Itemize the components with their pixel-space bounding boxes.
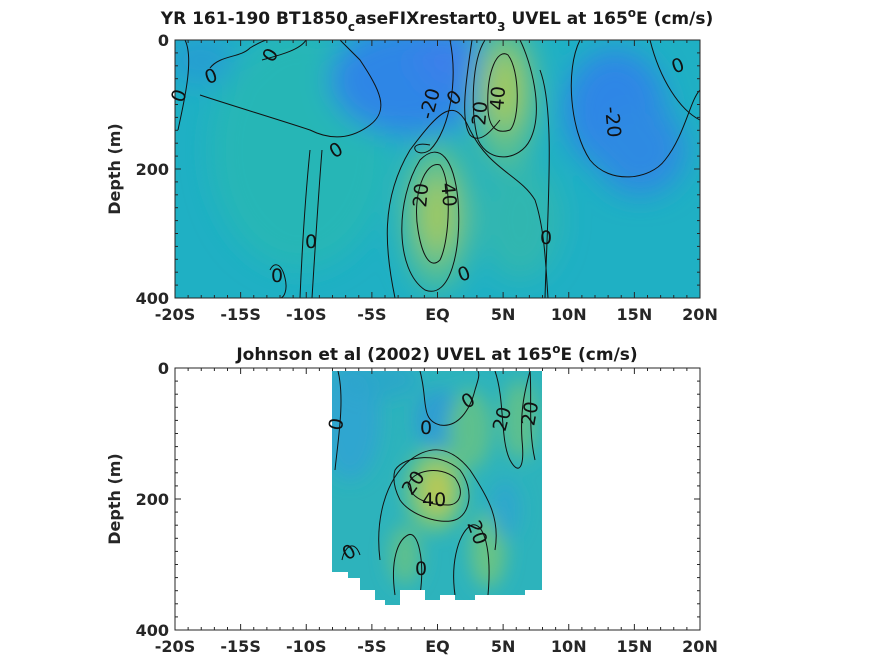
x-tick-label: -10S	[286, 637, 326, 656]
panel2-x-ticks: -20S -15S -10S -5S EQ 5N 10N 15N 20N	[155, 368, 718, 656]
contour-label: 40	[422, 489, 446, 511]
y-tick-label: 400	[136, 289, 169, 308]
x-tick-label: -20S	[155, 305, 195, 324]
contour-label: 0	[325, 416, 349, 432]
contour-label: 0	[415, 558, 427, 580]
x-tick-label: EQ	[425, 305, 450, 324]
panel1-y-axis-label: Depth (m)	[105, 123, 124, 215]
x-tick-label: 5N	[491, 305, 516, 324]
x-tick-label: 20N	[682, 305, 718, 324]
contour-label: 20	[517, 400, 543, 428]
panel-model-uvel: YR 161-190 BT1850caseFIXrestart03 UVEL a…	[105, 6, 718, 324]
x-tick-label: -5S	[357, 637, 386, 656]
panel2-contour-labels: 0 0 0 20 20 20 40 20 0 0	[325, 388, 543, 580]
x-tick-label: 15N	[617, 637, 653, 656]
panel1-x-ticks: -20S -15S -10S -5S EQ 5N 10N 15N 20N	[155, 40, 718, 324]
x-tick-label: 10N	[551, 305, 587, 324]
y-tick-label: 0	[158, 31, 169, 50]
panel1-contours	[177, 40, 700, 298]
contour-label: 40	[486, 85, 510, 111]
contour-label: 40	[436, 182, 460, 208]
contour-label: 20	[409, 182, 433, 208]
panel2-contours	[334, 371, 536, 596]
x-tick-label: -15S	[220, 305, 260, 324]
x-tick-label: -20S	[155, 637, 195, 656]
y-tick-label: 400	[136, 621, 169, 640]
panel1-field	[175, 40, 700, 298]
contour-label: 0	[420, 417, 432, 439]
y-tick-label: 200	[136, 160, 169, 179]
x-tick-label: -15S	[220, 637, 260, 656]
contour-label: 0	[305, 231, 317, 253]
panel2-title: Johnson et al (2002) UVEL at 165oE (cm/s…	[235, 342, 637, 365]
y-tick-label: 0	[158, 359, 169, 378]
x-tick-label: 20N	[682, 637, 718, 656]
x-tick-label: -10S	[286, 305, 326, 324]
x-tick-label: 10N	[551, 637, 587, 656]
contour-label: 0	[271, 265, 283, 287]
x-tick-label: -5S	[357, 305, 386, 324]
y-tick-label: 200	[136, 490, 169, 509]
x-tick-label: 5N	[491, 637, 516, 656]
panel-johnson-uvel: Johnson et al (2002) UVEL at 165oE (cm/s…	[105, 342, 718, 656]
panel1-title: YR 161-190 BT1850caseFIXrestart03 UVEL a…	[160, 6, 713, 34]
contour-label: 0	[540, 227, 552, 249]
panel2-y-axis-label: Depth (m)	[105, 453, 124, 545]
contour-label: 20	[468, 100, 492, 126]
contour-label: -20	[600, 106, 625, 139]
x-tick-label: 15N	[617, 305, 653, 324]
x-tick-label: EQ	[425, 637, 450, 656]
panel2-field	[332, 371, 542, 605]
